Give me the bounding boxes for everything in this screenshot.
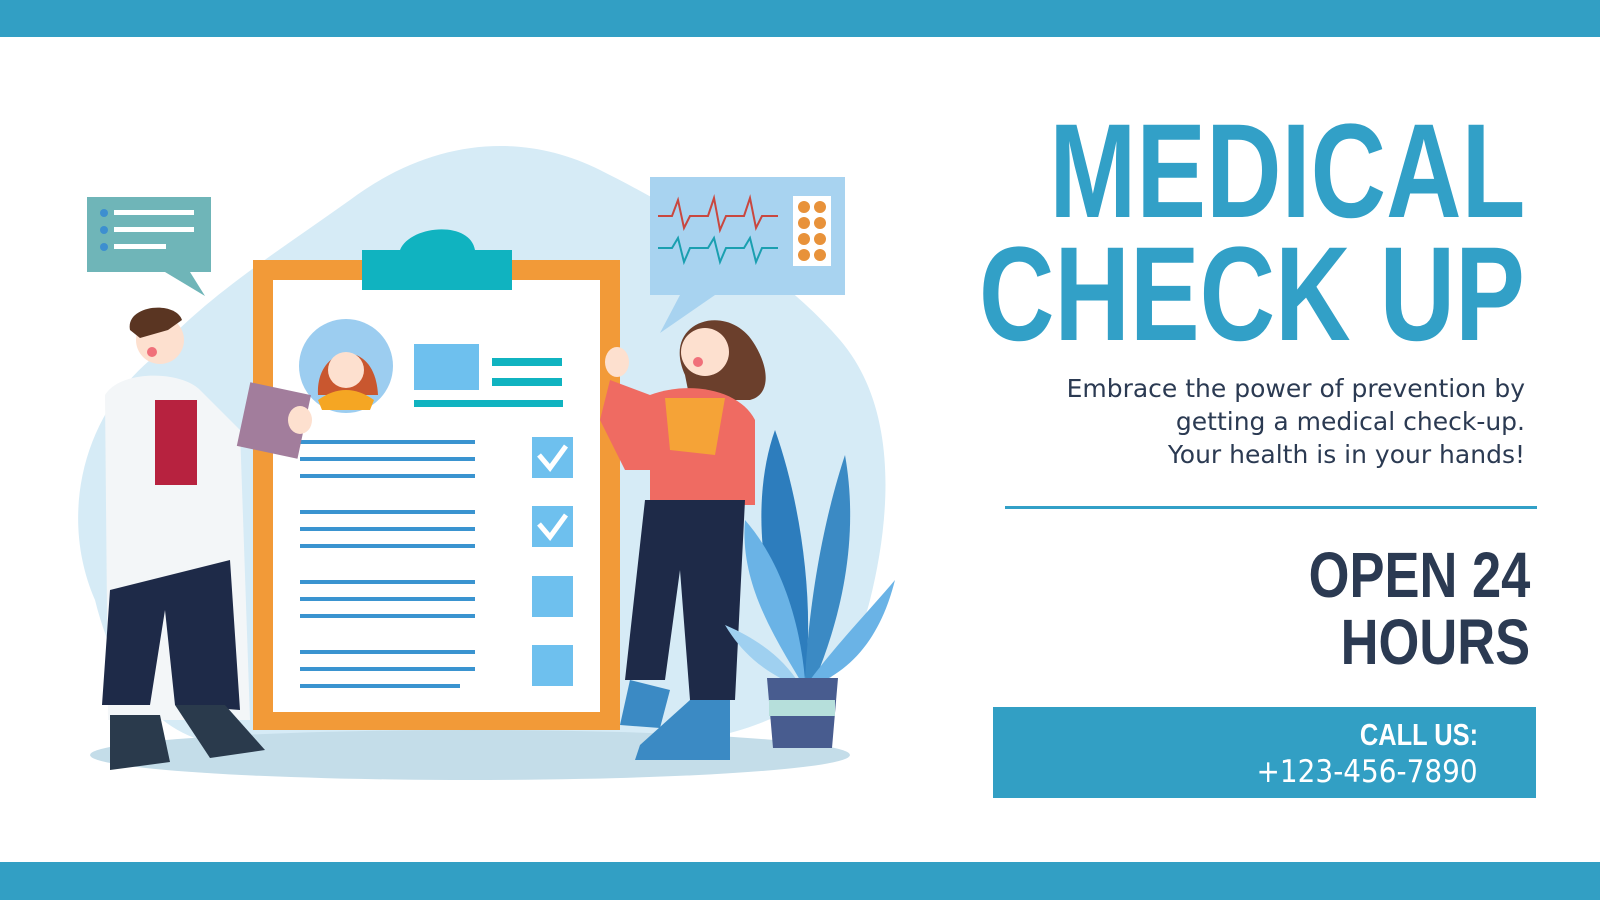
clipboard-checklist (253, 229, 620, 730)
hours-line-2: HOURS (1340, 606, 1530, 678)
doctor-figure (102, 307, 312, 770)
bottom-accent-bar (0, 862, 1600, 900)
phone-number[interactable]: +123-456-7890 (1256, 754, 1478, 790)
top-accent-bar (0, 0, 1600, 37)
checkbox-unchecked (532, 645, 573, 686)
chat-bubble-icon (87, 197, 211, 296)
description-line: Embrace the power of prevention by (1066, 374, 1525, 403)
description-line: Your health is in your hands! (1167, 440, 1525, 469)
title-line-1: MEDICAL (1048, 97, 1525, 246)
heartbeat-monitor-icon (650, 177, 845, 333)
patient-figure (600, 320, 766, 760)
description-line: getting a medical check-up. (1175, 407, 1525, 436)
checkbox-checked (532, 506, 573, 547)
divider (1005, 506, 1537, 509)
plant-icon (725, 430, 895, 748)
contact-box: CALL US: +123-456-7890 (993, 707, 1536, 798)
title-line-2: CHECK UP (979, 220, 1525, 369)
checkbox-checked (532, 437, 573, 478)
description: Embrace the power of prevention by getti… (925, 372, 1525, 471)
call-us-label: CALL US: (1359, 717, 1478, 752)
checkbox-unchecked (532, 576, 573, 617)
hours-line-1: OPEN 24 (1308, 539, 1530, 611)
